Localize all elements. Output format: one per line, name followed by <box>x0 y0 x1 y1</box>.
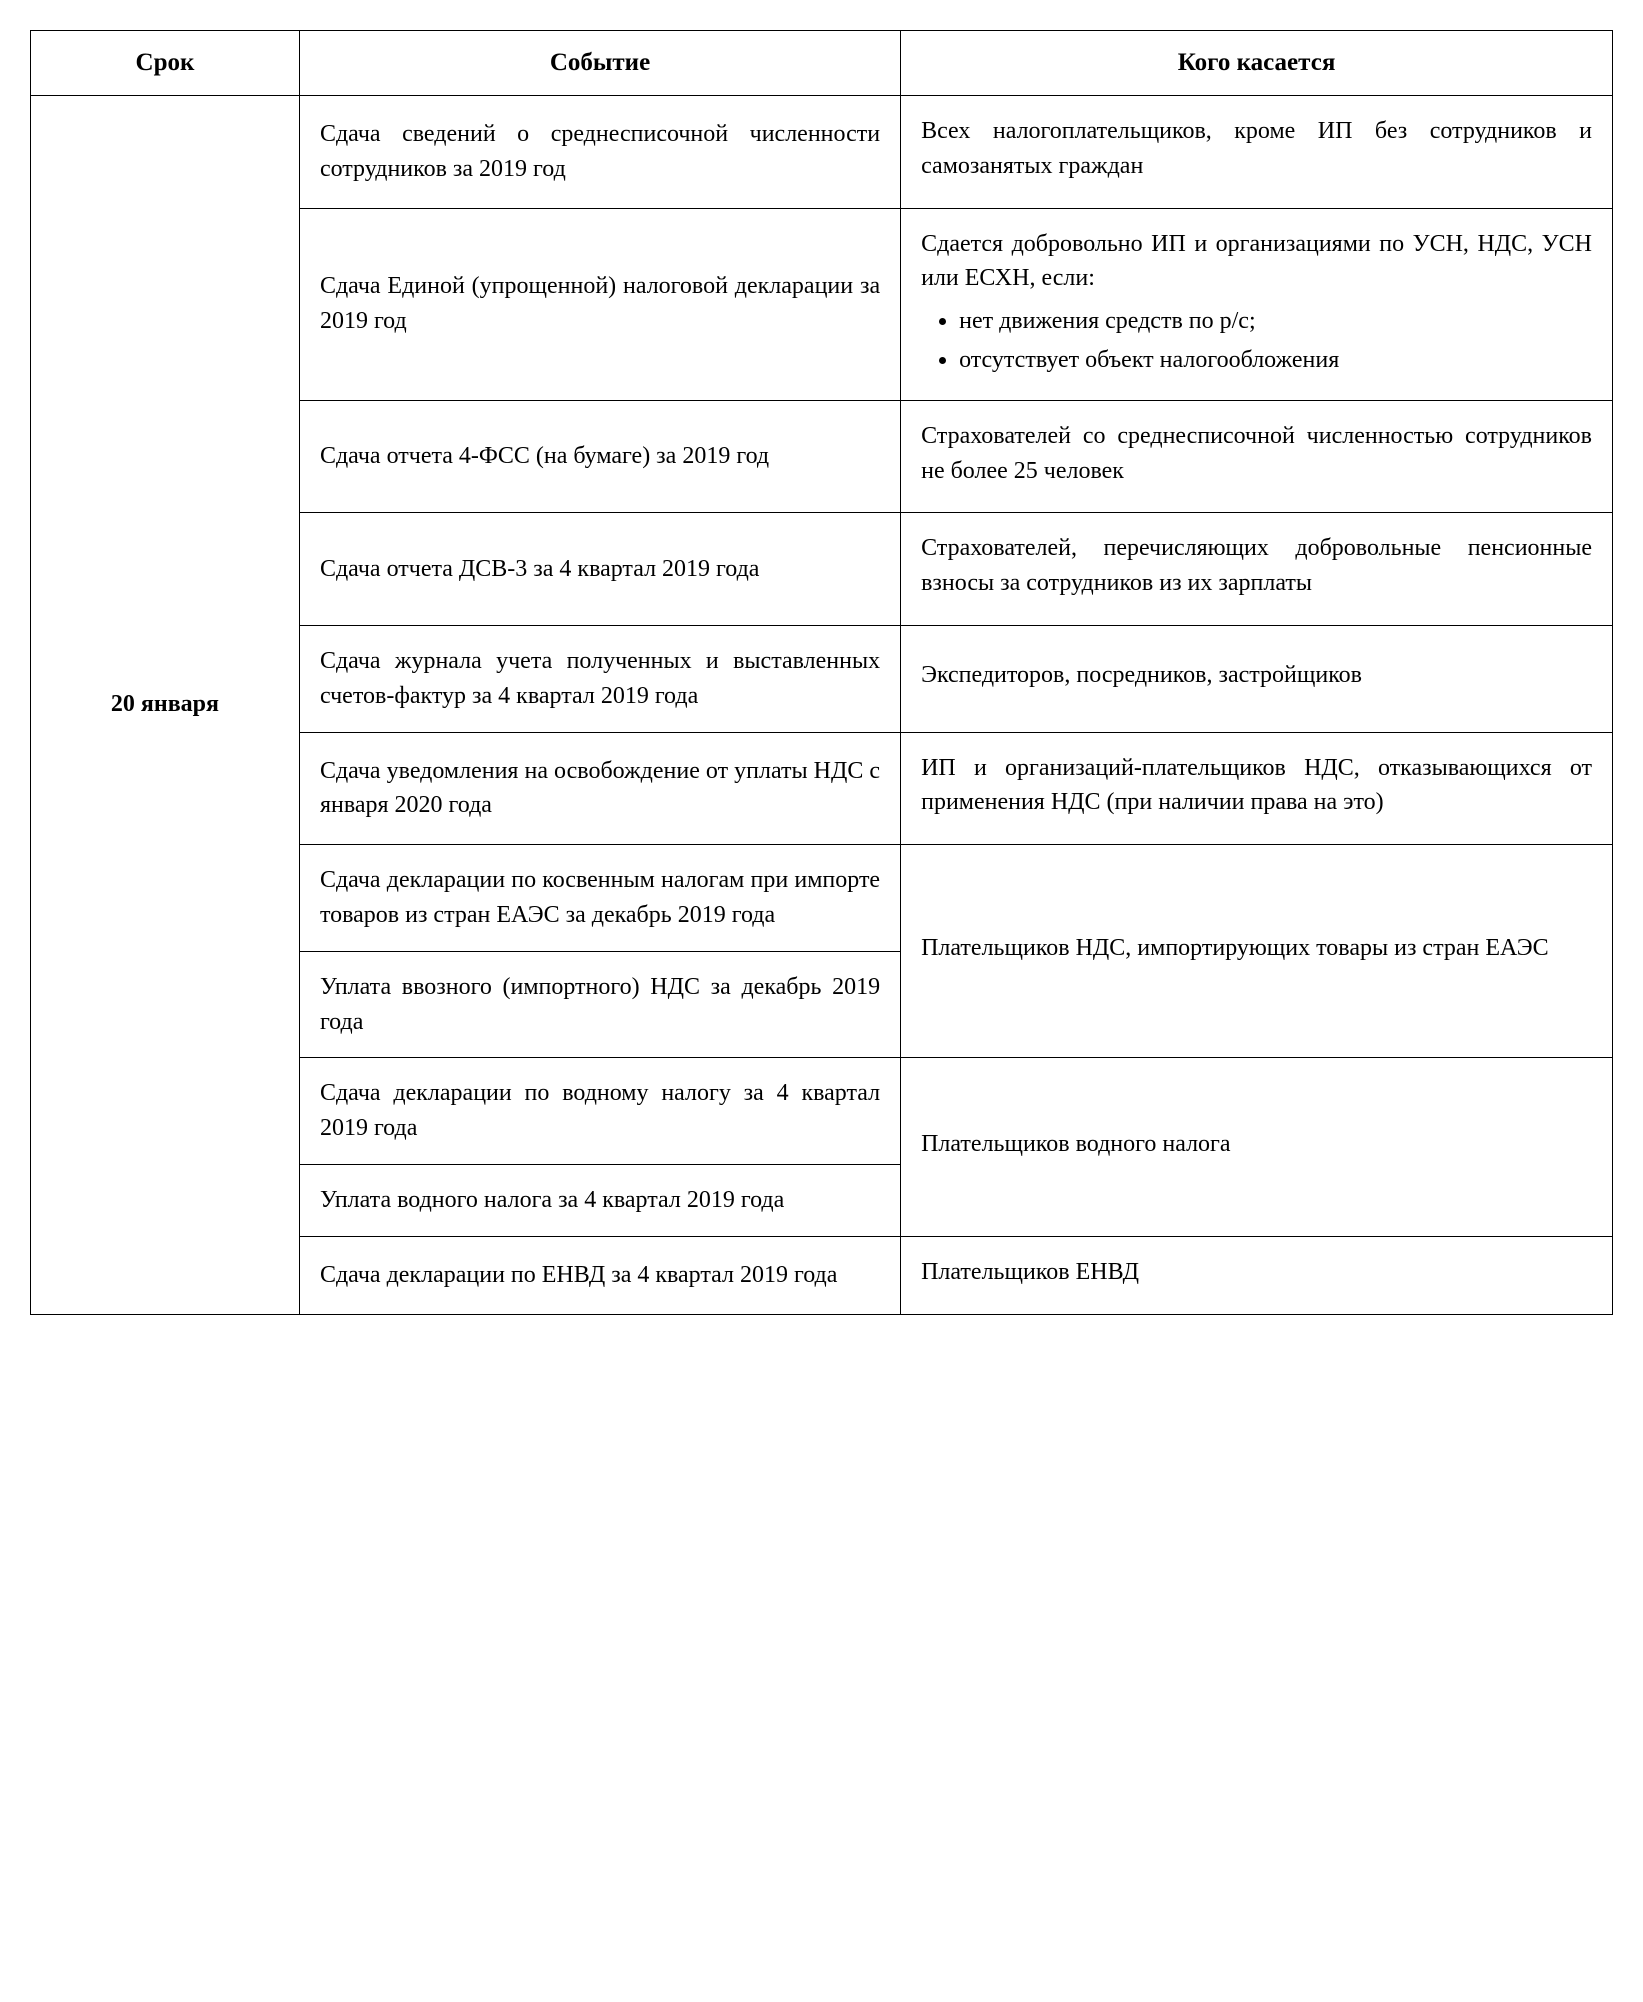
who-text: Сдается добровольно ИП и организациями п… <box>921 227 1592 297</box>
who-cell: Плательщиков НДС, импортирующих товары и… <box>901 845 1613 1058</box>
event-cell: Сдача Единой (упрощенной) налоговой декл… <box>299 208 900 400</box>
header-who: Кого касается <box>901 31 1613 96</box>
who-text: Страхователей, перечисляющих добровольны… <box>921 531 1592 601</box>
who-text: Страхователей со среднесписочной численн… <box>921 419 1592 489</box>
event-cell: Сдача декларации по водному налогу за 4 … <box>299 1058 900 1165</box>
who-cell: Сдается добровольно ИП и организациями п… <box>901 208 1613 400</box>
who-cell: Плательщиков ЕНВД <box>901 1236 1613 1314</box>
event-cell: Сдача отчета 4-ФСС (на бумаге) за 2019 г… <box>299 400 900 513</box>
who-cell: Страхователей, перечисляющих добровольны… <box>901 513 1613 626</box>
who-cell: ИП и организаций-плательщиков НДС, отказ… <box>901 732 1613 845</box>
event-cell: Сдача уведомления на освобождение от упл… <box>299 732 900 845</box>
who-text: ИП и организаций-плательщиков НДС, отказ… <box>921 751 1592 821</box>
bullet-item: отсутствует объект налогообложения <box>959 343 1592 378</box>
who-cell: Экспедиторов, посредников, застройщиков <box>901 625 1613 732</box>
who-cell: Всех налогоплательщиков, кроме ИП без со… <box>901 96 1613 209</box>
table-row: 20 января Сдача сведений о среднесписочн… <box>31 96 1613 209</box>
bullet-item: нет движения средств по р/с; <box>959 304 1592 339</box>
who-cell: Плательщиков водного налога <box>901 1058 1613 1236</box>
event-cell: Сдача отчета ДСВ-3 за 4 квартал 2019 год… <box>299 513 900 626</box>
event-cell: Сдача декларации по ЕНВД за 4 квартал 20… <box>299 1236 900 1314</box>
who-text: Плательщиков НДС, импортирующих товары и… <box>921 931 1592 966</box>
event-cell: Уплата водного налога за 4 квартал 2019 … <box>299 1164 900 1236</box>
who-text: Всех налогоплательщиков, кроме ИП без со… <box>921 114 1592 184</box>
header-event: Событие <box>299 31 900 96</box>
event-cell: Сдача сведений о среднесписочной численн… <box>299 96 900 209</box>
header-date: Срок <box>31 31 300 96</box>
date-cell: 20 января <box>31 96 300 1315</box>
who-text: Плательщиков ЕНВД <box>921 1255 1592 1290</box>
event-cell: Уплата ввозного (импортного) НДС за дека… <box>299 951 900 1058</box>
event-cell: Сдача журнала учета полученных и выставл… <box>299 625 900 732</box>
tax-calendar-table: Срок Событие Кого касается 20 января Сда… <box>30 30 1613 1315</box>
event-cell: Сдача декларации по косвенным налогам пр… <box>299 845 900 952</box>
who-bullets: нет движения средств по р/с; отсутствует… <box>921 304 1592 378</box>
who-text: Экспедиторов, посредников, застройщиков <box>921 658 1592 693</box>
table-header-row: Срок Событие Кого касается <box>31 31 1613 96</box>
who-text: Плательщиков водного налога <box>921 1127 1592 1162</box>
who-cell: Страхователей со среднесписочной численн… <box>901 400 1613 513</box>
